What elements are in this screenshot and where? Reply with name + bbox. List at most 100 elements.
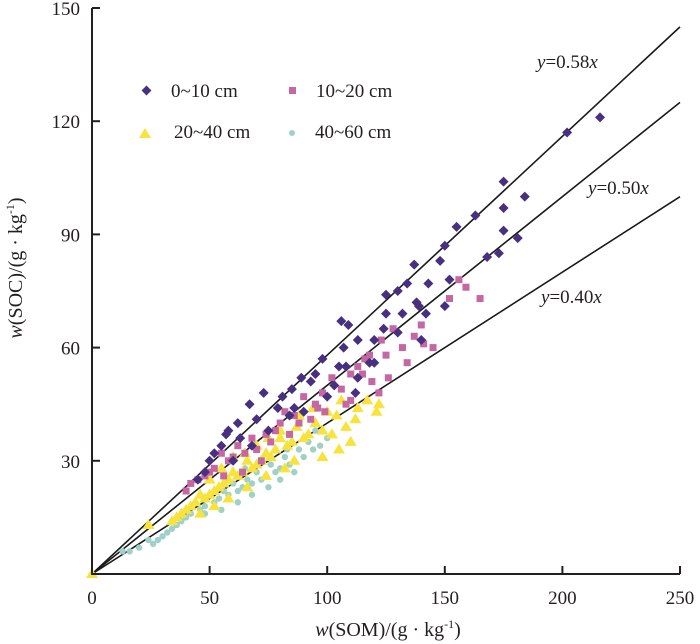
data-point (562, 127, 573, 138)
data-point (312, 427, 319, 434)
data-point (241, 454, 254, 465)
legend-label: 10~20 cm (316, 81, 392, 102)
x-axis-title-sup: -1 (444, 617, 454, 631)
data-point (482, 252, 493, 263)
data-point (370, 405, 383, 416)
data-point (451, 221, 462, 232)
data-point (281, 439, 294, 450)
data-point (512, 233, 523, 244)
data-point (297, 432, 310, 443)
data-point (318, 389, 326, 397)
data-point (309, 417, 322, 428)
data-point (251, 414, 262, 425)
data-point (333, 361, 344, 372)
data-point (159, 533, 166, 540)
data-point (439, 240, 450, 251)
data-point (235, 433, 246, 444)
data-point (281, 453, 289, 461)
data-point (314, 404, 322, 412)
data-point (135, 544, 143, 551)
data-point (358, 370, 366, 378)
data-point (328, 374, 336, 382)
legend-item-10-20cm: 10~20 cm (289, 81, 392, 102)
data-point (209, 448, 220, 459)
data-point (420, 308, 431, 319)
data-point (316, 442, 324, 449)
data-point (595, 112, 606, 123)
data-point (321, 408, 329, 416)
data-point (392, 327, 403, 338)
data-point (347, 396, 355, 404)
data-point (349, 413, 362, 424)
data-point (262, 430, 270, 438)
y-tick-label: 60 (61, 339, 80, 360)
origin-label: 0 (87, 588, 97, 609)
data-point (354, 362, 362, 370)
triangle-marker-icon (139, 128, 151, 138)
data-point (218, 506, 225, 514)
data-point (145, 536, 152, 544)
data-point (248, 480, 256, 487)
x-tick-label: 150 (431, 588, 460, 609)
data-point (258, 387, 269, 398)
data-point (375, 389, 383, 397)
data-point (239, 468, 247, 476)
data-point (295, 419, 303, 427)
data-point (194, 488, 207, 499)
series-0-10-cm (192, 112, 606, 485)
data-point (203, 473, 216, 484)
x-tick-label: 200 (548, 588, 577, 609)
data-point (234, 442, 242, 450)
y-axis-title-main: (SOC)/(g · kg (5, 214, 27, 325)
data-point (274, 432, 287, 443)
y-axis-title: w(SOC)/(g · kg-1) (3, 197, 27, 338)
data-point (435, 255, 446, 266)
data-point (340, 420, 353, 431)
data-point (366, 351, 374, 359)
data-point (149, 540, 157, 548)
data-point (257, 457, 265, 465)
data-point (381, 308, 391, 319)
data-point (142, 518, 155, 529)
data-point (332, 443, 345, 454)
data-point (369, 357, 380, 368)
data-point (336, 316, 347, 327)
data-point (372, 398, 385, 409)
data-point (248, 491, 256, 498)
reference-line-05 (91, 101, 681, 575)
data-point (341, 361, 352, 372)
data-point (316, 424, 329, 435)
equation-label-050: y=0.50x (586, 178, 649, 199)
data-point (220, 472, 228, 480)
data-point (344, 435, 357, 446)
y-tick-label: 150 (52, 0, 81, 20)
data-point (192, 474, 203, 485)
data-point (215, 495, 223, 502)
data-point (378, 323, 389, 334)
data-point (284, 410, 295, 421)
data-point (377, 336, 385, 344)
data-point (409, 259, 420, 270)
data-point (276, 419, 284, 427)
legend-label: 20~40 cm (174, 122, 250, 143)
legend-label: 0~10 cm (171, 81, 238, 102)
data-point (260, 469, 273, 480)
x-axis-title-end: ) (454, 619, 461, 641)
data-point (498, 176, 509, 187)
data-point (446, 295, 454, 303)
y-axis-title-italic: w (5, 325, 27, 339)
data-point (221, 429, 232, 440)
data-point (309, 446, 317, 453)
legend-item-0-10cm: 0~10 cm (141, 81, 238, 102)
data-point (416, 335, 427, 346)
data-point (267, 461, 274, 468)
data-point (278, 462, 291, 473)
data-point (343, 319, 354, 330)
data-point (277, 391, 288, 402)
diamond-marker-icon (141, 85, 152, 96)
data-point (397, 308, 408, 319)
x-axis-title-main: (SOM)/(g · kg (329, 619, 445, 641)
data-point (194, 507, 207, 518)
data-point (253, 445, 261, 453)
